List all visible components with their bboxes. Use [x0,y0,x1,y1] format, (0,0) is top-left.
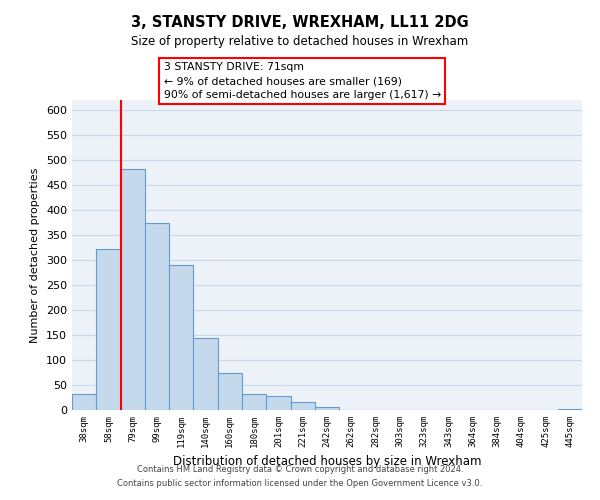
Text: 3 STANSTY DRIVE: 71sqm
← 9% of detached houses are smaller (169)
90% of semi-det: 3 STANSTY DRIVE: 71sqm ← 9% of detached … [164,62,441,100]
Bar [169,264,193,410]
Bar [145,222,169,410]
Bar [193,338,218,410]
Bar [290,402,315,410]
Y-axis label: Number of detached properties: Number of detached properties [31,168,40,342]
X-axis label: Distribution of detached houses by size in Wrexham: Distribution of detached houses by size … [173,456,481,468]
Bar [242,394,266,410]
Bar [218,372,242,410]
Bar [121,169,145,410]
Bar [315,406,339,410]
Bar [96,249,121,410]
Bar [266,396,290,410]
Text: Size of property relative to detached houses in Wrexham: Size of property relative to detached ho… [131,35,469,48]
Text: Contains HM Land Registry data © Crown copyright and database right 2024.
Contai: Contains HM Land Registry data © Crown c… [118,466,482,487]
Bar [72,394,96,410]
Text: 3, STANSTY DRIVE, WREXHAM, LL11 2DG: 3, STANSTY DRIVE, WREXHAM, LL11 2DG [131,15,469,30]
Bar [558,408,582,410]
